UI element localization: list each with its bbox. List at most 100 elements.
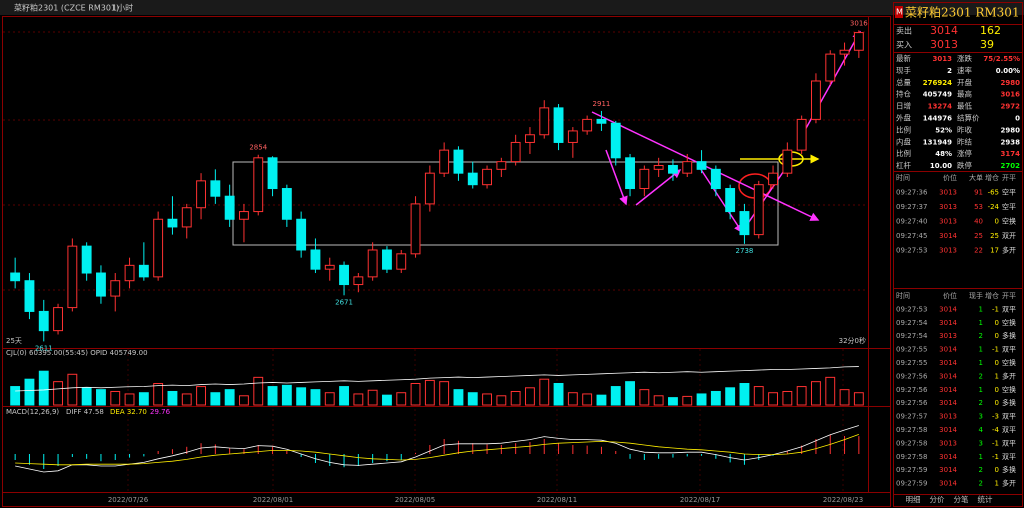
volume-bar — [710, 390, 721, 406]
table-cell: 09:27:53 — [896, 247, 927, 255]
range-box — [232, 161, 779, 246]
quote-value: 13274 — [928, 103, 952, 111]
table-header: 增仓 — [985, 173, 999, 182]
candle-body — [839, 49, 850, 55]
period[interactable]: 1小时 — [112, 3, 133, 13]
volume-bar — [124, 393, 135, 406]
quote-label: 速率 — [957, 65, 972, 75]
table-cell: 多开 — [1002, 479, 1016, 488]
table-cell: 3014 — [939, 453, 957, 461]
x-tick-label: 2022/08/01 — [253, 496, 293, 504]
table-cell: 1 — [979, 305, 983, 313]
candle-body — [639, 168, 650, 190]
volume-bar — [496, 395, 507, 406]
candle-body — [353, 276, 364, 286]
period-count: 25天 — [6, 337, 22, 345]
table-cell: 3014 — [939, 480, 957, 488]
candle-body — [768, 172, 778, 186]
candle-body — [582, 118, 593, 132]
dea-line — [15, 434, 859, 466]
candle-body — [181, 207, 192, 228]
table-cell: 09:27:54 — [896, 332, 928, 340]
table-cell: 3013 — [939, 413, 957, 421]
table-header: 开平 — [1002, 292, 1016, 300]
candle-body — [67, 245, 78, 309]
volume-bar — [825, 376, 836, 406]
candle-body — [467, 172, 478, 186]
table-cell: 53 — [974, 203, 983, 211]
candle-body — [167, 218, 178, 228]
table-header: 增仓 — [985, 291, 999, 300]
quote-label: 涨停 — [957, 148, 972, 158]
quote-label: 比例 — [896, 148, 911, 158]
table-cell: 空平 — [1002, 202, 1016, 211]
volume-bar — [296, 387, 307, 406]
x-tick-label: 2022/08/17 — [680, 496, 720, 504]
table-cell: 0 — [995, 319, 999, 327]
quote-value: 10.00 — [930, 162, 952, 170]
quote-label: 内盘 — [896, 136, 911, 146]
quote-value: 52% — [935, 126, 952, 134]
table-cell: 空换 — [1002, 358, 1016, 367]
table-cell: 09:27:55 — [896, 346, 927, 354]
toolbar — [0, 0, 1024, 15]
tab[interactable]: 分笔 — [954, 494, 969, 504]
candle-body — [653, 164, 664, 170]
dea-label: DEA 32.70 — [110, 408, 147, 416]
table-header: 大单 — [969, 173, 983, 182]
table-header: 价位 — [943, 291, 957, 300]
volume-bar — [181, 393, 192, 406]
candle-body — [710, 168, 721, 190]
volume-bar — [839, 389, 850, 406]
table-cell: 09:27:54 — [896, 319, 928, 327]
quote-label: 结算价 — [957, 113, 980, 123]
price-label: 2738 — [736, 247, 754, 255]
volume-bar — [267, 386, 278, 406]
volume-bar — [382, 394, 392, 406]
quote-label: 最高 — [957, 89, 972, 99]
table-cell: 2 — [979, 372, 983, 380]
candle-body — [553, 107, 564, 143]
volume-bar — [210, 392, 221, 406]
quote-value: 3174 — [1001, 150, 1021, 158]
volume-bar — [96, 389, 106, 406]
candle-body — [596, 118, 607, 124]
tab[interactable]: 分价 — [930, 495, 945, 504]
candle-body — [610, 122, 621, 159]
x-tick-label: 2022/08/23 — [823, 496, 863, 504]
volume-bar — [367, 389, 378, 406]
volume-bar — [339, 386, 349, 406]
volume-bar — [253, 376, 264, 406]
volume-bar — [539, 378, 550, 406]
candle-body — [396, 253, 407, 270]
tab[interactable]: 明细 — [906, 494, 921, 504]
volume-bar — [310, 389, 321, 406]
table-cell: 3013 — [939, 247, 957, 255]
candle-body — [525, 134, 535, 143]
x-tick-label: 2022/08/11 — [537, 496, 577, 504]
candle-body — [453, 149, 464, 174]
volume-bar — [10, 386, 21, 406]
volume-bar — [324, 392, 335, 406]
quote-label: 现手 — [896, 65, 911, 75]
table-cell: 22 — [974, 247, 983, 255]
quote-value: 131949 — [923, 138, 952, 146]
volume-bar — [625, 381, 635, 406]
table-cell: -3 — [992, 413, 999, 421]
candle-body — [267, 157, 278, 190]
volume-bar — [725, 387, 736, 406]
candle-body — [496, 161, 507, 170]
candle-body — [539, 107, 550, 136]
candle-body — [24, 280, 35, 312]
candle-body — [124, 264, 135, 282]
volume-bar — [811, 381, 821, 406]
quote-value: 2972 — [1001, 103, 1021, 111]
volume-bar — [281, 384, 292, 406]
table-cell: 3013 — [939, 203, 957, 211]
ask-price: 3014 — [930, 24, 958, 37]
tab[interactable]: 统计 — [978, 494, 993, 504]
candle-body — [510, 141, 521, 163]
volume-bar — [53, 381, 63, 406]
volume-bar — [24, 378, 35, 406]
